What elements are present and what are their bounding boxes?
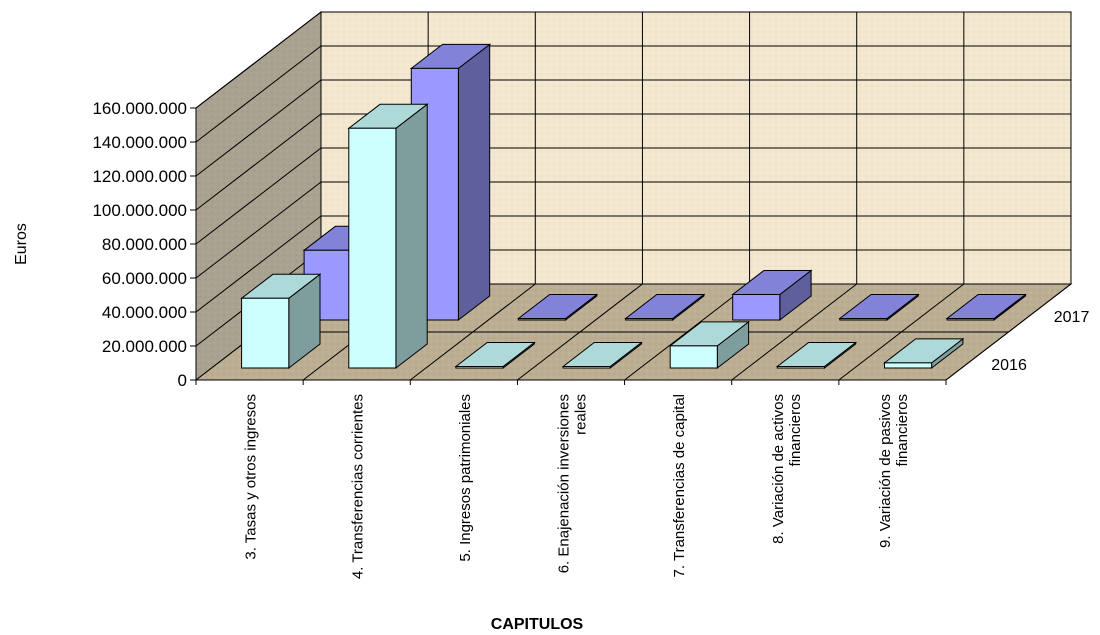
bar-2016 bbox=[775, 341, 858, 370]
bar-2016 bbox=[668, 320, 751, 370]
bar-2017 bbox=[838, 293, 920, 322]
y-tick-label: 100.000.000 bbox=[92, 201, 187, 220]
category-label-line: reales bbox=[573, 394, 590, 435]
bar-2016 bbox=[240, 273, 322, 370]
y-tick-label: 140.000.000 bbox=[92, 133, 187, 152]
category-label-line: 6. Enajenación inversiones bbox=[556, 394, 573, 573]
x-axis-title: CAPITULOS bbox=[491, 616, 584, 633]
category-label-line: 9. Variación de pasivos bbox=[877, 394, 894, 548]
bar-2016 bbox=[454, 341, 536, 370]
category-label: 6. Enajenación inversiones reales bbox=[556, 394, 590, 573]
y-tick-label: 120.000.000 bbox=[92, 167, 187, 186]
gridline-horizontal bbox=[195, 79, 1071, 177]
bar-2017 bbox=[731, 269, 813, 322]
y-axis-ticks: 0 20.000.000 40.000.000 60.000.000 80.000.00… bbox=[92, 99, 196, 390]
category-label-line: 4. Transferencias corrientes bbox=[350, 394, 367, 579]
bar-2016 bbox=[561, 341, 643, 370]
category-label-line: 3. Tasas y otros ingresos bbox=[243, 394, 260, 560]
chart-walls bbox=[194, 10, 1073, 382]
series-label-2017: 2017 bbox=[1054, 309, 1090, 326]
category-label: 8. Variación de activos financieros bbox=[770, 394, 804, 544]
y-tick-label: 80.000.000 bbox=[102, 235, 187, 254]
bar-2017 bbox=[624, 293, 706, 322]
bar-2017 bbox=[945, 293, 1027, 322]
series-label-2016: 2016 bbox=[991, 357, 1027, 374]
category-label-line: financieros bbox=[894, 394, 911, 467]
bars bbox=[240, 43, 1027, 370]
category-label: 3. Tasas y otros ingresos bbox=[243, 394, 260, 560]
gridline-horizontal bbox=[195, 11, 1071, 109]
bar-2017 bbox=[516, 293, 599, 322]
y-tick-label: 40.000.000 bbox=[102, 303, 187, 322]
category-label-line: 7. Transferencias de capital bbox=[671, 394, 688, 577]
bar-2016 bbox=[883, 337, 965, 370]
category-label: 4. Transferencias corrientes bbox=[350, 394, 367, 579]
y-axis-title: Euros bbox=[13, 223, 30, 265]
category-label: 9. Variación de pasivos financieros bbox=[877, 394, 911, 548]
gridline-horizontal bbox=[195, 181, 1071, 279]
category-label-line: financieros bbox=[787, 394, 804, 467]
gridline-horizontal bbox=[195, 45, 1071, 143]
gridline-horizontal bbox=[195, 215, 1071, 313]
category-label: 5. Ingresos patrimoniales bbox=[457, 394, 474, 562]
x-axis-labels: 3. Tasas y otros ingresos 4. Transferenci… bbox=[243, 394, 911, 579]
gridline-horizontal bbox=[195, 113, 1071, 211]
y-tick-label: 60.000.000 bbox=[102, 269, 187, 288]
category-label: 7. Transferencias de capital bbox=[671, 394, 688, 577]
y-tick-label: 160.000.000 bbox=[92, 99, 187, 118]
category-label-line: 8. Variación de activos bbox=[770, 394, 787, 544]
gridline-horizontal bbox=[195, 147, 1071, 245]
y-tick-label: 20.000.000 bbox=[102, 337, 187, 356]
category-label-line: 5. Ingresos patrimoniales bbox=[457, 394, 474, 562]
y-tick-label: 0 bbox=[178, 371, 187, 390]
bar-2016 bbox=[347, 103, 429, 370]
series-labels: 2016 2017 bbox=[991, 309, 1089, 374]
